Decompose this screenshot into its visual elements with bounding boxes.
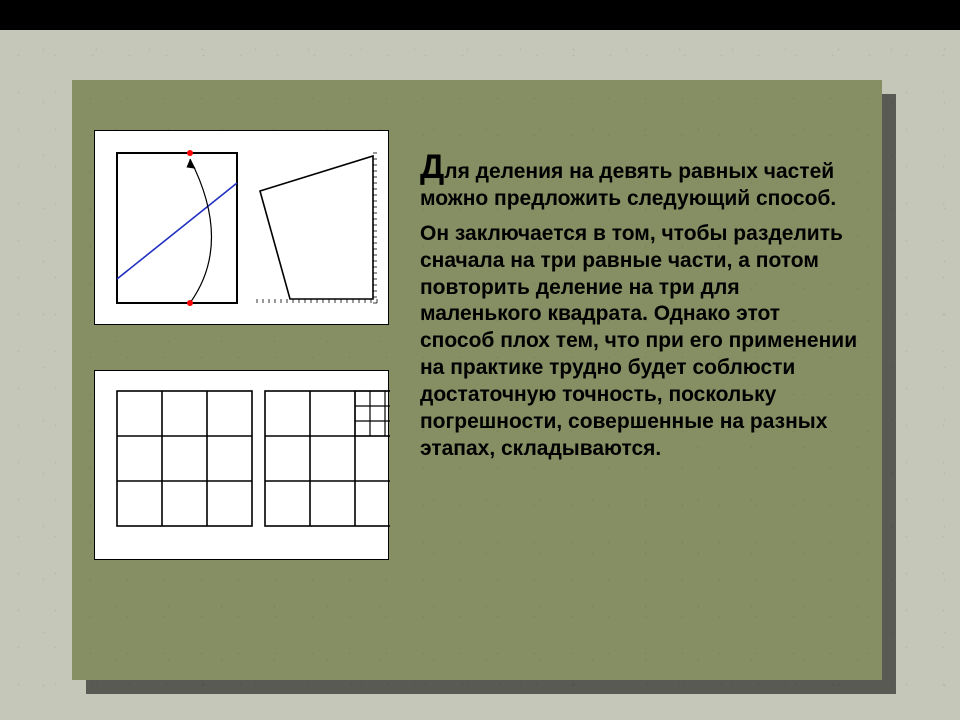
paragraph-2: Он заключается в том, чтобы разделить сн… xyxy=(420,221,860,463)
body-text: Для деления на девять равных частей можн… xyxy=(420,152,860,471)
figure-top-card xyxy=(94,130,389,325)
stage: Для деления на девять равных частей можн… xyxy=(0,0,960,720)
top-black-bar xyxy=(0,0,960,30)
drop-cap: Д xyxy=(420,152,444,183)
paragraph-1: Для деления на девять равных частей можн… xyxy=(420,152,860,213)
paragraph-1-rest: ля деления на девять равных частей можно… xyxy=(420,160,836,210)
figure-top-svg xyxy=(95,131,390,326)
figure-bottom-card xyxy=(94,370,389,560)
slide-body: Для деления на девять равных частей можн… xyxy=(72,80,882,680)
figure-bottom-svg xyxy=(95,371,390,561)
